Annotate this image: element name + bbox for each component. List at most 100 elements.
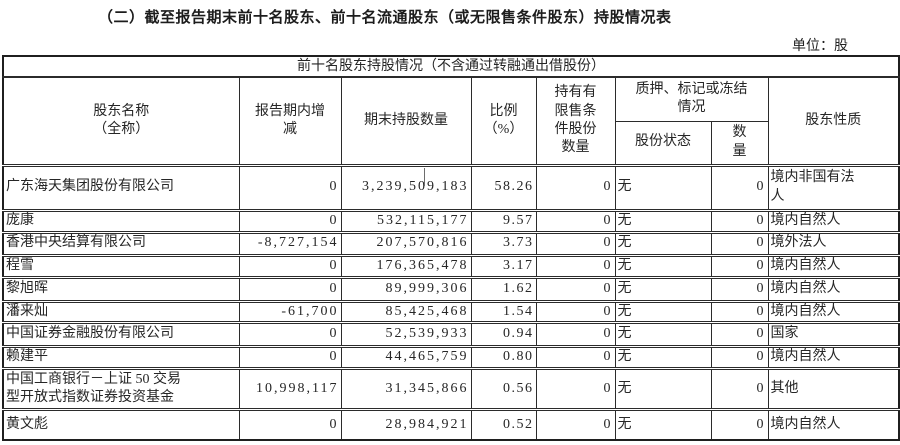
cell-restricted: 0	[535, 366, 616, 410]
cell-change: -8,727,154	[238, 230, 342, 256]
cell-ratio: 0.94	[470, 320, 537, 347]
cell-status: 无	[614, 407, 712, 441]
shareholder-row: 中国工商银行－上证 50 交易 型开放式指数证券投资基金 10,998,117 31…	[2, 366, 900, 410]
cell-ratio: 0.52	[470, 407, 537, 441]
shareholder-row: 庞康 0 532,115,177 9.57 0 无 0 境内自然人	[2, 208, 900, 233]
cell-name: 香港中央结算有限公司	[2, 230, 240, 256]
top-shareholders-table: 前十名股东持股情况（不含通过转融通出借股份） 股东名称 （全称） 报告期内增 减…	[2, 55, 900, 442]
cell-amount: 0	[710, 320, 769, 347]
cell-name: 广东海天集团股份有限公司	[2, 163, 240, 211]
header-pledge-group: 质押、标记或冻结 情况	[614, 76, 769, 122]
cell-status: 无	[614, 253, 712, 278]
cell-change: 0	[238, 163, 342, 211]
unit-label: 单位：股	[792, 39, 848, 54]
cell-ratio: 0.80	[470, 344, 537, 369]
cell-status: 无	[614, 163, 712, 211]
shareholder-row: 潘来灿 -61,700 85,425,468 1.54 0 无 0 境内自然人	[2, 299, 900, 323]
cell-shares: 176,365,478	[340, 253, 472, 278]
cell-name: 黄文彪	[2, 407, 240, 441]
cell-amount: 0	[710, 407, 769, 441]
cell-ratio: 0.56	[470, 366, 537, 410]
cell-name: 潘来灿	[2, 299, 240, 323]
cell-shares: 31,345,866	[340, 366, 472, 410]
header-row-main: 股东名称 （全称） 报告期内增 减 期末持股数量 比例 （%） 持有有 限售条 …	[2, 76, 900, 166]
cell-name: 黎旭晖	[2, 275, 240, 302]
cell-shares: 207,570,816	[340, 230, 472, 256]
cell-status: 无	[614, 366, 712, 410]
cell-ratio: 3.73	[470, 230, 537, 256]
cell-change: 0	[238, 253, 342, 278]
cell-restricted: 0	[535, 208, 616, 233]
cell-status: 无	[614, 275, 712, 302]
cell-name: 中国证券金融股份有限公司	[2, 320, 240, 347]
cell-restricted: 0	[535, 299, 616, 323]
cell-shares: 44,465,759	[340, 344, 472, 369]
cell-ratio: 58.26	[470, 163, 537, 211]
cell-shares: 89,999,306	[340, 275, 472, 302]
cell-amount: 0	[710, 275, 769, 302]
cell-nature: 境内自然人	[767, 208, 900, 233]
cell-amount: 0	[710, 299, 769, 323]
cell-status: 无	[614, 299, 712, 323]
header-shares-end: 期末持股数量	[340, 76, 472, 166]
header-pledge-status: 股份状态	[614, 120, 712, 166]
cell-nature: 境内自然人	[767, 275, 900, 302]
cell-status: 无	[614, 230, 712, 256]
cell-ratio: 1.54	[470, 299, 537, 323]
shareholder-row: 香港中央结算有限公司 -8,727,154 207,570,816 3.73 0 无 0 境外…	[2, 230, 900, 256]
cell-name: 中国工商银行－上证 50 交易 型开放式指数证券投资基金	[2, 366, 240, 410]
cell-shares: 85,425,468	[340, 299, 472, 323]
table-body: 广东海天集团股份有限公司 0 3,239,509,183 58.26 0 无 0 境内非国有法…	[2, 163, 900, 441]
cell-change: 0	[238, 275, 342, 302]
header-period-change: 报告期内增 减	[238, 76, 342, 166]
cell-amount: 0	[710, 253, 769, 278]
cell-shares: 532,115,177	[340, 208, 472, 233]
cell-change: 10,998,117	[238, 366, 342, 410]
cell-nature: 其他	[767, 366, 900, 410]
cell-name: 赖建平	[2, 344, 240, 369]
header-shareholder-nature: 股东性质	[767, 76, 900, 166]
header-ratio: 比例 （%）	[470, 76, 537, 166]
cell-shares: 28,984,921	[340, 407, 472, 441]
cell-shares: 3,239,509,183	[340, 163, 472, 211]
header-shareholder-name: 股东名称 （全称）	[2, 76, 240, 166]
cell-restricted: 0	[535, 253, 616, 278]
header-pledge-amount: 数 量	[710, 120, 769, 166]
cell-nature: 境内非国有法 人	[767, 163, 900, 211]
cell-change: 0	[238, 208, 342, 233]
cell-nature: 国家	[767, 320, 900, 347]
cell-change: 0	[238, 344, 342, 369]
shareholder-row: 黎旭晖 0 89,999,306 1.62 0 无 0 境内自然人	[2, 275, 900, 302]
shareholder-row: 程雪 0 176,365,478 3.17 0 无 0 境内自然人	[2, 253, 900, 278]
header-restricted-shares: 持有有 限售条 件股份 数量	[535, 76, 616, 166]
cell-status: 无	[614, 320, 712, 347]
page-title: （二）截至报告期末前十名股东、前十名流通股东（或无限售条件股东）持股情况表	[98, 9, 672, 26]
shareholder-row: 赖建平 0 44,465,759 0.80 0 无 0 境内自然人	[2, 344, 900, 369]
table-banner: 前十名股东持股情况（不含通过转融通出借股份）	[2, 55, 900, 78]
cell-name: 程雪	[2, 253, 240, 278]
cell-shares: 52,539,933	[340, 320, 472, 347]
cell-restricted: 0	[535, 230, 616, 256]
cell-amount: 0	[710, 163, 769, 211]
cell-restricted: 0	[535, 344, 616, 369]
cell-nature: 境内自然人	[767, 344, 900, 369]
text-caret-artifact	[424, 168, 425, 186]
cell-amount: 0	[710, 230, 769, 256]
cell-ratio: 1.62	[470, 275, 537, 302]
cell-change: -61,700	[238, 299, 342, 323]
cell-restricted: 0	[535, 163, 616, 211]
cell-status: 无	[614, 344, 712, 369]
cell-nature: 境内自然人	[767, 253, 900, 278]
cell-amount: 0	[710, 344, 769, 369]
cell-restricted: 0	[535, 275, 616, 302]
cell-restricted: 0	[535, 320, 616, 347]
cell-nature: 境外法人	[767, 230, 900, 256]
cell-status: 无	[614, 208, 712, 233]
cell-restricted: 0	[535, 407, 616, 441]
cell-ratio: 3.17	[470, 253, 537, 278]
cell-amount: 0	[710, 208, 769, 233]
cell-change: 0	[238, 407, 342, 441]
cell-change: 0	[238, 320, 342, 347]
shareholder-row: 黄文彪 0 28,984,921 0.52 0 无 0 境内自然人	[2, 407, 900, 441]
